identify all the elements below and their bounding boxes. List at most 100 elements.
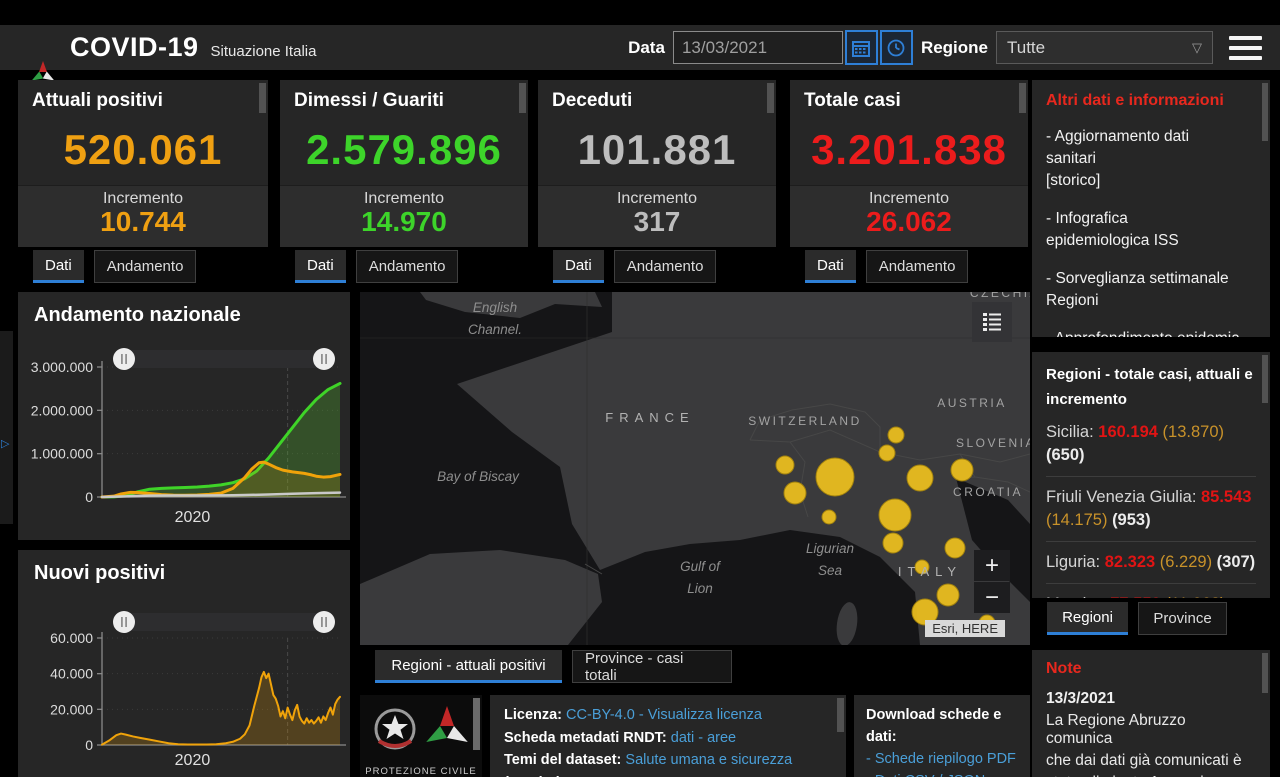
link-infografica-iss[interactable]: - Infografica epidemiologica ISS — [1046, 210, 1179, 249]
increment-label: Incremento — [868, 190, 950, 207]
svg-text:1.000.000: 1.000.000 — [31, 446, 93, 462]
chart-title: Andamento nazionale — [34, 304, 241, 326]
tab-dati[interactable]: Dati — [33, 250, 84, 283]
dati-csv-json-link[interactable]: - Dati CSV / JSON — [866, 770, 1018, 777]
menu-button[interactable] — [1229, 35, 1262, 60]
region-bubble[interactable] — [821, 509, 837, 525]
card-footer: Incremento 10.744 — [18, 185, 268, 247]
tab-andamento[interactable]: Andamento — [355, 250, 459, 283]
card-footer: Incremento 14.970 — [280, 185, 528, 247]
tab-regioni[interactable]: Regioni — [1047, 602, 1128, 635]
link-aggiornamento-dati-sanitari[interactable]: - Aggiornamento dati sanitari [storico] — [1046, 128, 1190, 189]
card-scrollbar[interactable] — [767, 83, 774, 113]
cc-by-link[interactable]: CC-BY-4.0 — [566, 707, 635, 723]
dati-link[interactable]: dati — [670, 729, 695, 746]
region-bubble[interactable] — [906, 464, 934, 492]
schede-riepilogo-pdf-link[interactable]: - Schede riepilogo PDF — [866, 751, 1016, 767]
region-bubble[interactable] — [950, 458, 974, 482]
license-line-2: Scheda metadati RNDT: dati - aree — [504, 729, 737, 746]
map-attribution: Esri, HERE — [925, 620, 1005, 637]
aree-link[interactable]: aree — [707, 729, 737, 746]
panel-scrollbar[interactable] — [473, 698, 480, 750]
panel-scrollbar[interactable] — [1262, 83, 1268, 141]
region-bubble[interactable] — [775, 455, 795, 475]
tab-dati[interactable]: Dati — [805, 250, 856, 283]
map-zoom-out-button[interactable]: − — [974, 582, 1010, 613]
increment-label: Incremento — [616, 190, 698, 207]
card-totale-casi: Totale casi 3.201.838 Incremento 26.062 — [790, 80, 1028, 247]
region-bubble[interactable] — [878, 444, 896, 462]
salute-umana-link[interactable]: Salute umana e sicurezza — [625, 752, 793, 768]
card-title: Deceduti — [552, 90, 633, 111]
panel-scrollbar[interactable] — [1262, 355, 1268, 403]
region-bubble[interactable] — [882, 532, 904, 554]
tab-regioni-attuali-positivi[interactable]: Regioni - attuali positivi — [375, 650, 562, 683]
range-slider-handle-left[interactable] — [113, 348, 135, 370]
increment-label: Incremento — [102, 190, 184, 207]
tab-province-casi-totali[interactable]: Province - casi totali — [572, 650, 732, 684]
region-bubble[interactable] — [914, 559, 930, 575]
tab-dati[interactable]: Dati — [553, 250, 604, 283]
card-tabs-deceduti: Dati Andamento — [553, 250, 717, 283]
region-row-friuli[interactable]: Friuli Venezia Giulia: 85.543 (14.175) (… — [1046, 477, 1256, 542]
range-slider-handle-left[interactable] — [113, 611, 135, 633]
calendar-button[interactable] — [844, 30, 878, 65]
andamento-nazionale-chart[interactable]: 0 1.000.000 2.000.000 3.000.000 2020 — [18, 332, 350, 532]
region-row-sicilia[interactable]: Sicilia: 160.194 (13.870) (650) — [1046, 412, 1256, 477]
nuovi-positivi-chart[interactable]: 0 20.000 40.000 60.000 2020 — [18, 598, 350, 777]
expand-panel-arrow[interactable]: ▷ — [1, 438, 10, 450]
region-row-marche[interactable]: Marche: 77.559 (11.063) (1.000) — [1046, 584, 1256, 598]
card-footer: Incremento 317 — [538, 185, 776, 247]
svg-text:20.000: 20.000 — [50, 701, 93, 717]
svg-text:60.000: 60.000 — [50, 630, 93, 646]
protezione-civile-logo-icon — [31, 61, 55, 81]
tab-dati[interactable]: Dati — [295, 250, 346, 283]
date-input[interactable] — [672, 31, 843, 64]
tab-andamento[interactable]: Andamento — [613, 250, 717, 283]
tab-province[interactable]: Province — [1138, 602, 1227, 635]
card-scrollbar[interactable] — [519, 83, 526, 113]
svg-text:2020: 2020 — [175, 509, 211, 526]
range-slider-handle-right[interactable] — [313, 348, 335, 370]
visualizza-licenza-link[interactable]: Visualizza licenza — [647, 707, 762, 723]
tab-andamento[interactable]: Andamento — [93, 250, 197, 283]
svg-text:2.000.000: 2.000.000 — [31, 402, 93, 418]
region-select[interactable]: Tutte ▽ — [996, 31, 1213, 64]
region-bubble[interactable] — [911, 598, 939, 626]
regioni-totale-casi-panel: Regioni - totale casi, attuali e increme… — [1032, 352, 1270, 598]
link-approfondimento[interactable]: - Approfondimento epidemia — [1046, 328, 1256, 337]
card-tabs-attuali: Dati Andamento — [33, 250, 197, 283]
card-attuali-positivi: Attuali positivi 520.061 Incremento 10.7… — [18, 80, 268, 247]
increment-value: 14.970 — [361, 206, 447, 237]
panel-scrollbar[interactable] — [837, 698, 844, 732]
increment-value: 10.744 — [100, 206, 186, 237]
andamento-nazionale-panel: Andamento nazionale 0 1.000.000 2.000.000 3… — [18, 292, 350, 540]
region-row-liguria[interactable]: Liguria: 82.323 (6.229) (307) — [1046, 542, 1256, 584]
svg-text:40.000: 40.000 — [50, 666, 93, 682]
region-bubble[interactable] — [936, 583, 960, 607]
card-scrollbar[interactable] — [259, 83, 266, 113]
range-slider-handle-right[interactable] — [313, 611, 335, 633]
region-bubble[interactable] — [887, 426, 905, 444]
svg-text:2020: 2020 — [175, 752, 211, 769]
map[interactable]: English Channel. FRANCE Bay of Biscay SWITZ… — [360, 292, 1030, 645]
time-button[interactable] — [879, 30, 913, 65]
note-title: Note — [1046, 660, 1082, 677]
license-line-3: Temi del dataset: Salute umana e sicurez… — [504, 752, 793, 777]
region-bubble[interactable] — [878, 498, 912, 532]
tab-andamento[interactable]: Andamento — [865, 250, 969, 283]
legend-button[interactable] — [972, 302, 1012, 342]
link-sorveglianza-settimanale[interactable]: - Sorveglianza settimanale Regioni — [1046, 270, 1229, 309]
card-scrollbar[interactable] — [1019, 83, 1026, 113]
region-bubble[interactable] — [783, 481, 807, 505]
map-zoom-in-button[interactable]: + — [974, 550, 1010, 581]
region-bubble[interactable] — [944, 537, 966, 559]
license-panel: Licenza: CC-BY-4.0 - Visualizza licenza … — [490, 695, 846, 777]
right-tabs: Regioni Province — [1047, 602, 1227, 635]
clock-icon — [888, 39, 905, 56]
increment-label: Incremento — [363, 190, 445, 207]
region-bubble[interactable] — [815, 457, 855, 497]
card-value: 2.579.896 — [306, 126, 502, 173]
panel-scrollbar[interactable] — [1262, 653, 1268, 693]
